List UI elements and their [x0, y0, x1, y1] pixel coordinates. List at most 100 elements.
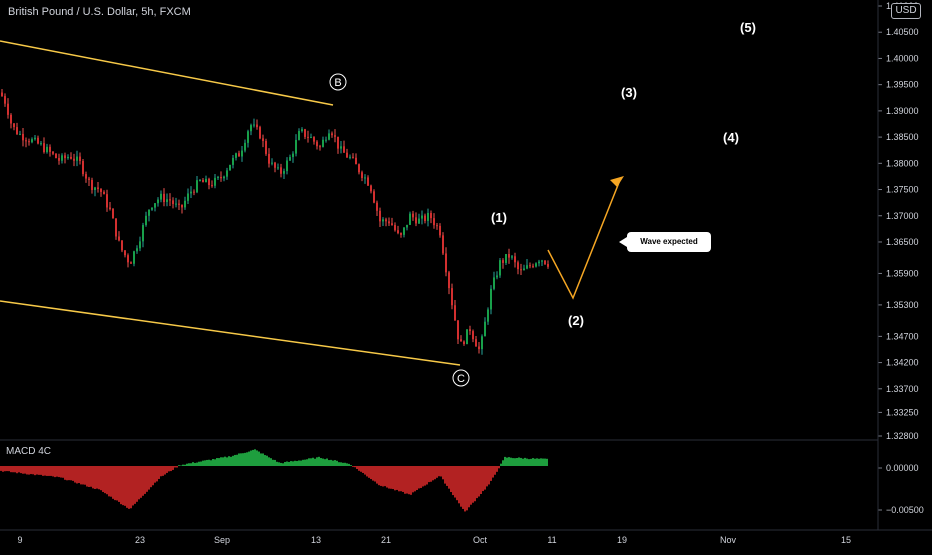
candle[interactable] [73, 153, 75, 167]
candle[interactable] [31, 137, 33, 144]
candle[interactable] [391, 217, 393, 226]
candle[interactable] [172, 197, 174, 209]
candle[interactable] [211, 180, 213, 188]
candle[interactable] [40, 140, 42, 146]
candle[interactable] [139, 236, 141, 252]
currency-button[interactable]: USD [891, 3, 921, 19]
candle[interactable] [547, 260, 549, 269]
candle[interactable] [472, 329, 474, 343]
candle[interactable] [499, 258, 501, 278]
candle[interactable] [310, 133, 312, 139]
candle[interactable] [421, 210, 423, 225]
candle[interactable] [394, 222, 396, 232]
candle[interactable] [82, 158, 84, 177]
candle[interactable] [352, 153, 354, 159]
candle[interactable] [58, 153, 60, 165]
candle[interactable] [475, 336, 477, 347]
candle[interactable] [505, 253, 507, 265]
candle[interactable] [373, 189, 375, 204]
candle[interactable] [424, 213, 426, 224]
candle[interactable] [196, 176, 198, 194]
candle[interactable] [442, 232, 444, 255]
candle[interactable] [496, 271, 498, 280]
candle[interactable] [541, 259, 543, 266]
candle[interactable] [226, 167, 228, 180]
candle[interactable] [283, 168, 285, 179]
wave-label-3[interactable]: (3) [621, 85, 637, 100]
candle[interactable] [502, 258, 504, 269]
candle[interactable] [1, 88, 3, 97]
candle[interactable] [430, 210, 432, 224]
candle[interactable] [337, 136, 339, 154]
candle[interactable] [70, 152, 72, 160]
candle[interactable] [286, 157, 288, 175]
candle[interactable] [88, 176, 90, 186]
candle[interactable] [112, 207, 114, 219]
candle[interactable] [154, 202, 156, 212]
candle[interactable] [184, 196, 186, 210]
candle[interactable] [136, 245, 138, 254]
candle[interactable] [130, 261, 132, 264]
candle[interactable] [235, 152, 237, 161]
candle[interactable] [382, 217, 384, 227]
candle[interactable] [436, 222, 438, 230]
candle[interactable] [334, 129, 336, 143]
candle[interactable] [526, 258, 528, 270]
candle[interactable] [163, 188, 165, 207]
candle[interactable] [544, 260, 546, 266]
candle[interactable] [64, 152, 66, 164]
candle[interactable] [259, 125, 261, 140]
candle[interactable] [100, 188, 102, 197]
candle[interactable] [463, 340, 465, 346]
candle[interactable] [277, 163, 279, 170]
candle[interactable] [523, 264, 525, 271]
candle[interactable] [256, 119, 258, 130]
candle[interactable] [250, 123, 252, 136]
candle[interactable] [91, 177, 93, 194]
candle[interactable] [448, 270, 450, 295]
candle[interactable] [304, 128, 306, 140]
candle[interactable] [346, 148, 348, 158]
candle[interactable] [538, 259, 540, 267]
candle[interactable] [493, 271, 495, 291]
wave-label-5[interactable]: (5) [740, 20, 756, 35]
candle[interactable] [487, 307, 489, 325]
candle[interactable] [481, 334, 483, 355]
candle[interactable] [397, 225, 399, 235]
candle[interactable] [13, 123, 15, 131]
candle[interactable] [358, 163, 360, 175]
candle[interactable] [238, 150, 240, 157]
candle[interactable] [28, 138, 30, 146]
candle[interactable] [535, 262, 537, 268]
candle[interactable] [166, 193, 168, 207]
candle[interactable] [403, 227, 405, 238]
candle[interactable] [175, 197, 177, 208]
candle[interactable] [388, 217, 390, 227]
candle[interactable] [46, 143, 48, 154]
candle[interactable] [34, 134, 36, 141]
candle[interactable] [205, 175, 207, 183]
candle[interactable] [187, 188, 189, 204]
lower-trendline[interactable] [0, 300, 461, 366]
candle[interactable] [121, 240, 123, 253]
candle[interactable] [94, 186, 96, 197]
candle[interactable] [37, 135, 39, 145]
wave-expected-callout[interactable]: Wave expected [619, 232, 711, 252]
candle[interactable] [406, 224, 408, 231]
candle[interactable] [433, 213, 435, 229]
candle[interactable] [520, 263, 522, 275]
candle[interactable] [124, 250, 126, 258]
candle[interactable] [379, 207, 381, 227]
candle[interactable] [340, 140, 342, 154]
candle[interactable] [325, 136, 327, 143]
candle[interactable] [55, 153, 57, 159]
candle[interactable] [271, 158, 273, 166]
candle[interactable] [220, 171, 222, 182]
candle[interactable] [265, 138, 267, 156]
candle[interactable] [169, 193, 171, 206]
candle[interactable] [103, 190, 105, 195]
candle[interactable] [469, 325, 471, 335]
wave-label-b[interactable]: B [329, 73, 347, 91]
